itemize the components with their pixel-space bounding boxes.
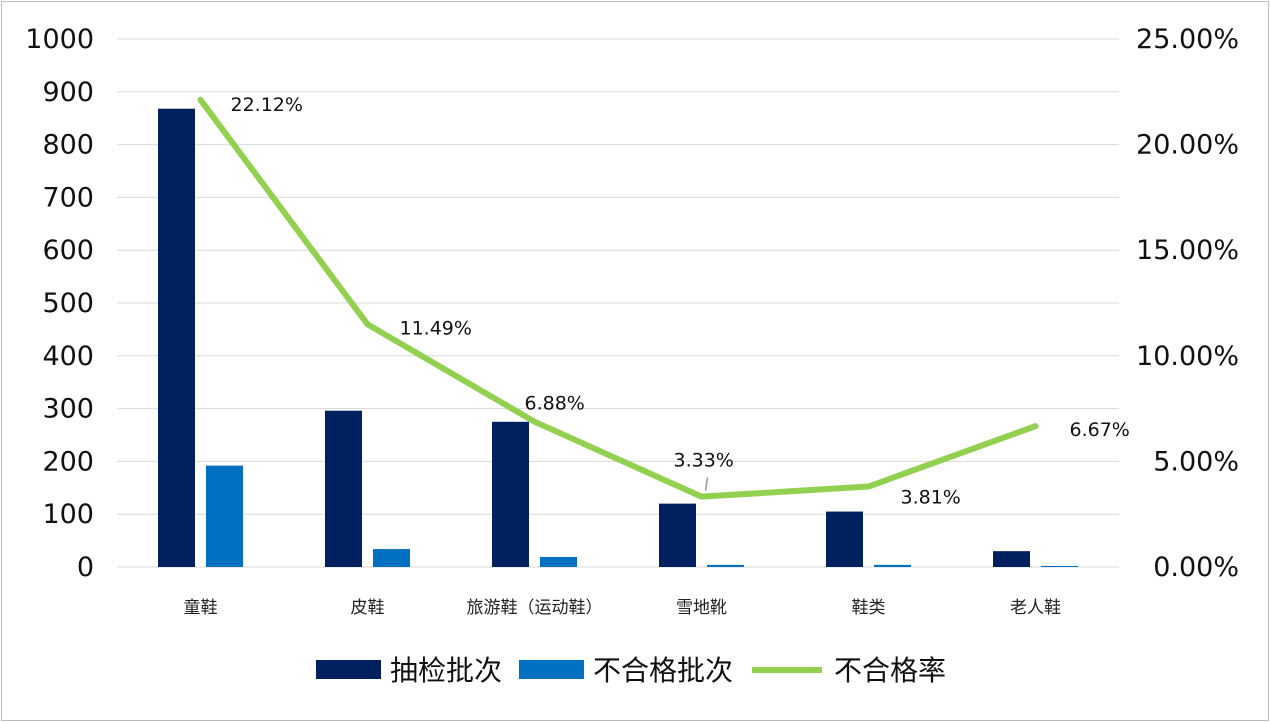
y-tick-label: 300 [42,394,94,425]
gridlines [117,38,1119,568]
label-leader-line [704,477,709,491]
y-tick-label: 800 [42,130,94,161]
y-tick-label: 0 [77,552,94,583]
bar-failed [874,564,911,567]
legend-label: 不合格批次 [593,654,733,687]
bar-sampled [492,421,529,567]
bar-failed [373,549,410,567]
y-tick-label: 900 [42,77,94,108]
bar-failed [1041,565,1078,567]
rate-data-label: 3.81% [901,487,961,509]
rate-data-label: 11.49% [400,317,472,339]
bar-sampled [659,503,696,567]
y2-tick-label: 15.00% [1136,235,1239,266]
data-labels: 22.12% 11.49% 6.88% 3.33% 3.81% 6.67% [231,94,1130,509]
legend-swatch-1 [519,660,584,679]
category-label: 旅游鞋（运动鞋） [467,598,603,618]
bar-sampled [158,108,195,568]
rate-data-label: 22.12% [231,94,303,116]
bar-sampled [993,551,1030,567]
category-label: 皮鞋 [351,598,385,618]
bar-sampled [325,410,362,567]
y2-tick-label: 10.00% [1136,341,1239,372]
bar-failed [707,564,744,567]
legend-swatch-0 [316,660,381,679]
y2-tick-label: 25.00% [1136,24,1239,55]
y-tick-label: 600 [42,235,94,266]
rate-data-label: 3.33% [674,450,734,472]
line-series [197,96,1039,500]
category-label: 鞋类 [852,598,886,618]
rate-data-label: 6.88% [525,393,585,415]
legend-label: 不合格率 [834,654,946,687]
y-tick-label: 700 [42,182,94,213]
category-label: 老人鞋 [1010,598,1061,618]
y-tick-label: 500 [42,288,94,319]
rate-data-label: 6.67% [1070,419,1130,441]
bar-failed [540,556,577,567]
bar-series [158,108,1078,568]
left-axis-ticks: 0 100 200 300 400 500 600 700 800 900 1000 [25,24,94,583]
failure-rate-line [197,96,1039,500]
category-labels: 童鞋 皮鞋 旅游鞋（运动鞋） 雪地靴 鞋类 老人鞋 [184,598,1062,618]
bar-failed [206,465,243,567]
y2-tick-label: 20.00% [1136,130,1239,161]
y-tick-label: 400 [42,341,94,372]
y2-tick-label: 5.00% [1153,446,1239,477]
legend-label: 抽检批次 [390,654,502,687]
y-tick-label: 100 [42,499,94,530]
category-label: 童鞋 [184,598,218,618]
category-label: 雪地靴 [676,598,727,618]
right-axis-ticks: 0.00% 5.00% 10.00% 15.00% 20.00% 25.00% [1136,24,1239,583]
y2-tick-label: 0.00% [1153,552,1239,583]
bar-sampled [826,511,863,567]
legend: 抽检批次 不合格批次 不合格率 [316,654,946,687]
y-tick-label: 200 [42,446,94,477]
y-tick-label: 1000 [25,24,94,55]
